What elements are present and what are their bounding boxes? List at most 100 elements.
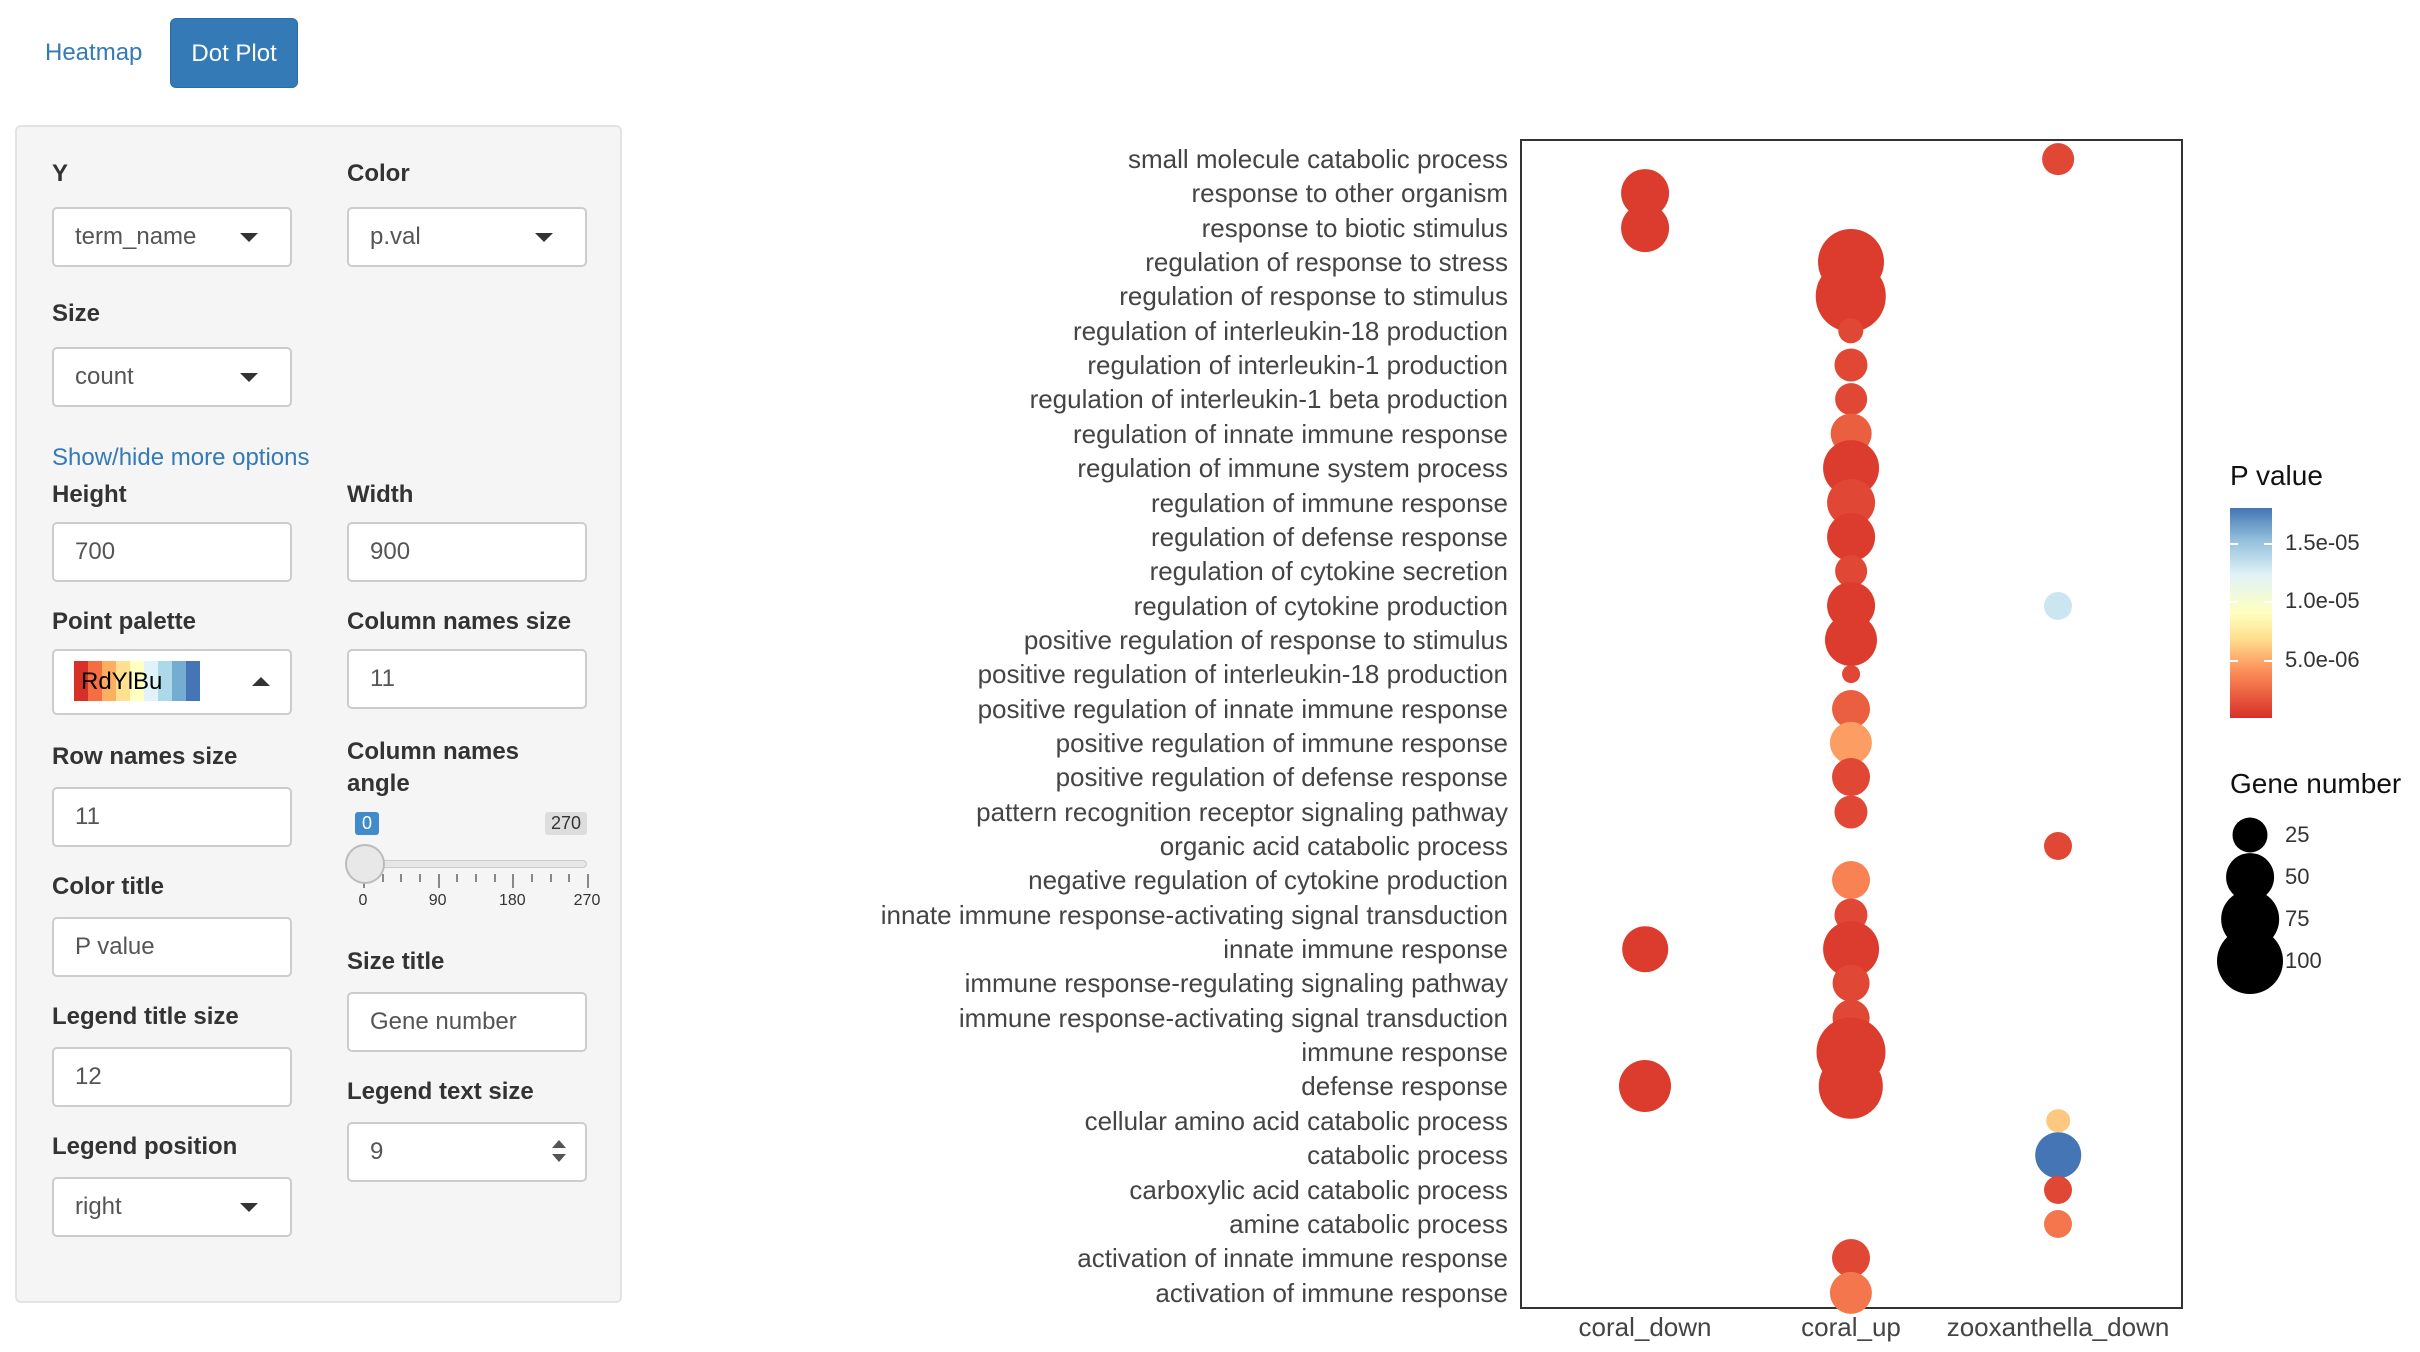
- dot-point: [2044, 1209, 2072, 1238]
- color-legend-bar: [2230, 508, 2272, 718]
- row-label: pattern recognition receptor signaling p…: [976, 796, 1508, 827]
- row-label: regulation of interleukin-1 beta product…: [1029, 384, 1508, 415]
- row-label: amine catabolic process: [1229, 1208, 1508, 1239]
- width-label: Width: [347, 481, 414, 508]
- row-label: positive regulation of innate immune res…: [977, 693, 1508, 724]
- row-label: negative regulation of cytokine producti…: [1028, 865, 1508, 896]
- size-label: Size: [52, 300, 101, 327]
- slider-tick-label: 0: [358, 892, 368, 909]
- slider-max-value: 270: [544, 812, 587, 835]
- row-label: regulation of innate immune response: [1072, 418, 1508, 449]
- slider-current-value: 0: [355, 812, 380, 835]
- height-label: Height: [52, 481, 127, 508]
- slider-tick: [381, 874, 384, 882]
- legend-text-size-input[interactable]: 9: [347, 1122, 587, 1182]
- slider-tick: [475, 874, 477, 882]
- row-label: defense response: [1301, 1071, 1508, 1102]
- column-label: coral_up: [1801, 1312, 1901, 1342]
- row-label: response to biotic stimulus: [1201, 212, 1508, 243]
- palette-swatch: [102, 661, 116, 701]
- dot-point: [2044, 1175, 2072, 1204]
- palette-swatch: [74, 661, 88, 701]
- legend-title-size-input[interactable]: 12: [52, 1047, 292, 1107]
- slider-ticks: [363, 874, 589, 890]
- color-select-value: p.val: [370, 223, 421, 250]
- size-select[interactable]: count: [52, 347, 292, 407]
- slider-tick-label: 180: [498, 892, 526, 909]
- row-names-size-input[interactable]: 11: [52, 787, 292, 847]
- slider-track[interactable]: [363, 860, 587, 868]
- color-select[interactable]: p.val: [347, 207, 587, 267]
- palette-swatch: [130, 661, 144, 701]
- legend-position-select[interactable]: right: [52, 1177, 292, 1237]
- dot-point: [2044, 832, 2072, 860]
- color-title-input[interactable]: P value: [52, 917, 292, 977]
- row-label: regulation of immune system process: [1077, 453, 1508, 484]
- slider-tick: [456, 874, 459, 882]
- y-select-value: term_name: [75, 223, 197, 250]
- size-legend-title: Gene number: [2230, 768, 2402, 799]
- palette-swatch: [88, 661, 102, 701]
- row-label: small molecule catabolic process: [1127, 144, 1508, 174]
- dot-point: [1832, 1239, 1870, 1278]
- color-legend-title: P value: [2230, 460, 2323, 491]
- color-legend-tick-label: 5.0e-06: [2285, 646, 2360, 672]
- slider-tick: [549, 874, 552, 882]
- slider-tick: [437, 874, 440, 888]
- y-select[interactable]: term_name: [52, 207, 292, 267]
- slider-tick: [531, 874, 533, 882]
- dot-point: [1838, 318, 1864, 344]
- width-input[interactable]: 900: [347, 522, 587, 582]
- row-label: positive regulation of immune response: [1055, 727, 1508, 758]
- slider-handle[interactable]: [345, 844, 385, 884]
- row-names-size-label: Row names size: [52, 743, 238, 770]
- y-label: Y: [52, 160, 69, 187]
- palette-swatch: [116, 661, 130, 701]
- column-names-size-label: Column names size: [347, 608, 572, 635]
- color-legend-tick-mark: [2264, 601, 2272, 604]
- row-label: positive regulation of interleukin-18 pr…: [977, 659, 1508, 690]
- point-palette-label: Point palette: [52, 608, 197, 635]
- column-names-angle-label-line2: angle: [347, 770, 410, 797]
- dot-point: [1827, 512, 1875, 561]
- point-palette-select[interactable]: RdYlBu: [52, 649, 292, 715]
- dot-point: [1824, 613, 1878, 666]
- tab-heatmap[interactable]: Heatmap: [45, 39, 143, 66]
- palette-swatch: [186, 661, 200, 701]
- row-label: immune response-activating signal transd…: [958, 1002, 1508, 1033]
- row-label: regulation of interleukin-18 production: [1072, 315, 1508, 346]
- slider-tick-label: 90: [428, 892, 447, 909]
- color-legend-tick-mark: [2230, 659, 2238, 662]
- row-label: immune response-regulating signaling pat…: [964, 968, 1508, 999]
- options-panel: Y term_name Color p.val Size count Show/…: [15, 125, 622, 1303]
- color-label: Color: [347, 160, 410, 187]
- chevron-down-icon: [535, 233, 553, 242]
- dot-point: [1829, 721, 1873, 765]
- dot-point: [1832, 758, 1870, 797]
- row-label: response to other organism: [1191, 178, 1508, 209]
- dot-point: [1618, 1060, 1672, 1113]
- row-label: activation of immune response: [1155, 1277, 1508, 1308]
- dot-point: [1835, 383, 1867, 416]
- row-label: innate immune response: [1223, 934, 1508, 965]
- size-legend-label: 50: [2285, 864, 2310, 889]
- dot-point: [1622, 926, 1668, 972]
- palette-swatch: [172, 661, 186, 701]
- slider-tick: [512, 874, 515, 888]
- row-label: organic acid catabolic process: [1159, 831, 1508, 861]
- chevron-down-icon: [240, 373, 258, 382]
- column-names-angle-slider[interactable]: 0 270 0 90 180 270: [345, 812, 600, 912]
- color-legend-tick-label: 1.0e-05: [2285, 588, 2360, 614]
- height-input[interactable]: 700: [52, 522, 292, 582]
- dot-point: [2035, 1132, 2081, 1178]
- stepper-icon[interactable]: [551, 1138, 567, 1166]
- tab-bar: Heatmap Dot Plot: [25, 18, 298, 88]
- tab-dot-plot[interactable]: Dot Plot: [170, 18, 298, 88]
- slider-tick: [587, 874, 589, 888]
- column-names-size-input[interactable]: 11: [347, 649, 587, 709]
- row-label: carboxylic acid catabolic process: [1129, 1174, 1508, 1205]
- column-label: coral_down: [1578, 1312, 1712, 1342]
- size-title-input[interactable]: Gene number: [347, 992, 587, 1052]
- show-hide-more-options-link[interactable]: Show/hide more options: [52, 444, 310, 471]
- dot-point: [1818, 1054, 1884, 1119]
